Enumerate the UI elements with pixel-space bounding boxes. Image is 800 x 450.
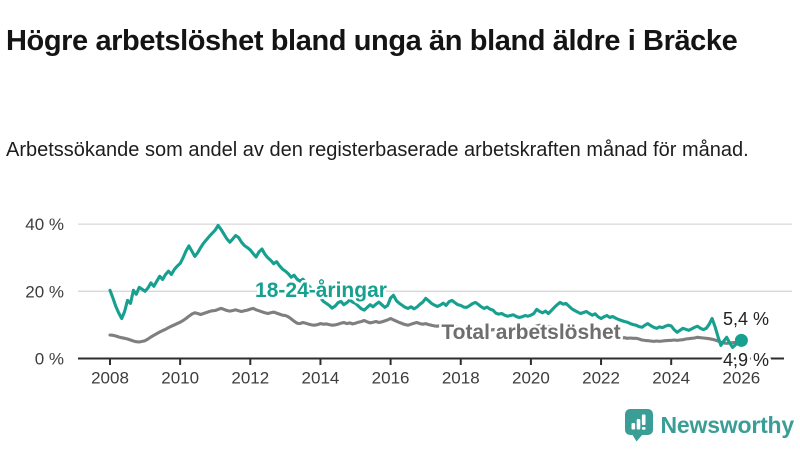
newsworthy-logo: Newsworthy (624, 408, 794, 442)
svg-text:2018: 2018 (442, 369, 480, 388)
line-chart: 18-24-åringar Total arbetslöshet 5,4 % 4… (25, 215, 792, 388)
gridlines (78, 223, 792, 360)
svg-text:2026: 2026 (722, 369, 760, 388)
svg-text:2012: 2012 (231, 369, 269, 388)
axis-labels: 0 % 20 % 40 % 2008 2010 2012 2014 2016 2018 2020 2… (25, 215, 760, 387)
end-value-total: 4,9 % (723, 350, 769, 370)
svg-text:2020: 2020 (512, 369, 550, 388)
page-title: Högre arbetslöshet bland unga än bland ä… (6, 25, 738, 58)
svg-text:2014: 2014 (302, 369, 340, 388)
series-lines (108, 223, 743, 349)
svg-text:0 %: 0 % (35, 350, 64, 369)
svg-text:2022: 2022 (582, 369, 620, 388)
svg-text:40 %: 40 % (25, 215, 64, 234)
chart-subtitle: Arbetssökande som andel av den registerb… (6, 139, 749, 161)
svg-text:2024: 2024 (652, 369, 690, 388)
series-end-dot (734, 333, 748, 347)
series-label-young: 18-24-åringar (255, 279, 387, 302)
svg-text:2016: 2016 (372, 369, 410, 388)
svg-text:2010: 2010 (161, 369, 199, 388)
x-axis-ticks (109, 358, 743, 365)
series-label-total: Total arbetslöshet (441, 321, 620, 344)
end-value-young: 5,4 % (723, 309, 769, 329)
svg-text:2008: 2008 (91, 369, 129, 388)
logo-text: Newsworthy (660, 411, 795, 438)
bar-chart-speech-bubble-icon (624, 409, 653, 442)
svg-text:20 %: 20 % (25, 282, 64, 301)
